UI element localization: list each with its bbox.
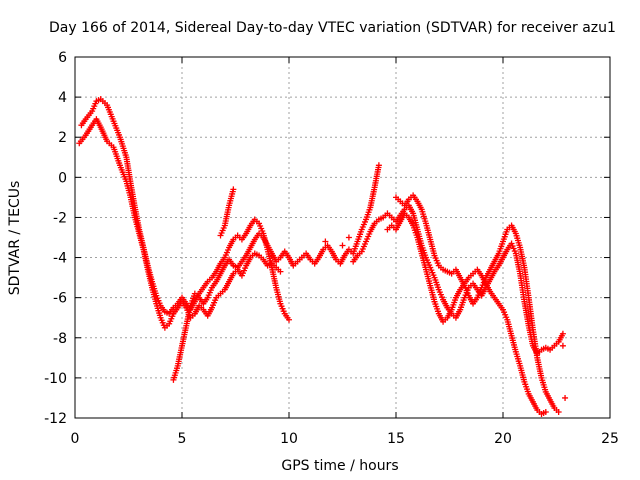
x-tick-label: 10 <box>280 431 298 447</box>
y-tick-label: 6 <box>58 50 67 66</box>
y-tick-label: 2 <box>58 130 67 146</box>
x-axis-label: GPS time / hours <box>281 458 398 474</box>
y-tick-label: -8 <box>53 331 67 347</box>
data-point <box>542 408 549 415</box>
x-tick-label: 25 <box>601 431 619 447</box>
data-point <box>339 242 346 249</box>
data-point <box>277 268 284 275</box>
data-point <box>230 186 237 193</box>
x-tick-label: 15 <box>387 431 405 447</box>
grid-lines <box>75 57 610 418</box>
data-point <box>562 394 569 401</box>
data-point <box>555 408 562 415</box>
y-axis-ticks: -12 -10 -8 -6 -4 -2 0 2 4 6 <box>44 50 610 427</box>
plot-frame <box>74 56 611 419</box>
data-point <box>375 162 382 169</box>
x-tick-label: 20 <box>494 431 512 447</box>
data-point <box>559 330 566 337</box>
y-tick-label: -2 <box>53 210 67 226</box>
x-tick-label: 5 <box>178 431 187 447</box>
data-point <box>322 238 329 245</box>
data-point <box>345 234 352 241</box>
data-point <box>559 342 566 349</box>
chart-title: Day 166 of 2014, Sidereal Day-to-day VTE… <box>49 20 616 36</box>
x-axis-ticks: 0 5 10 15 20 25 <box>71 57 619 447</box>
x-tick-label: 0 <box>71 431 80 447</box>
y-tick-label: -6 <box>53 291 67 307</box>
y-tick-label: 0 <box>58 170 67 186</box>
y-axis-label: SDTVAR / TECUs <box>7 181 23 296</box>
y-tick-label: -12 <box>44 411 67 427</box>
data-point <box>286 316 292 323</box>
y-tick-label: -10 <box>44 371 67 387</box>
data-points <box>76 96 569 417</box>
y-tick-label: -4 <box>53 251 67 267</box>
y-tick-label: 4 <box>58 90 67 106</box>
